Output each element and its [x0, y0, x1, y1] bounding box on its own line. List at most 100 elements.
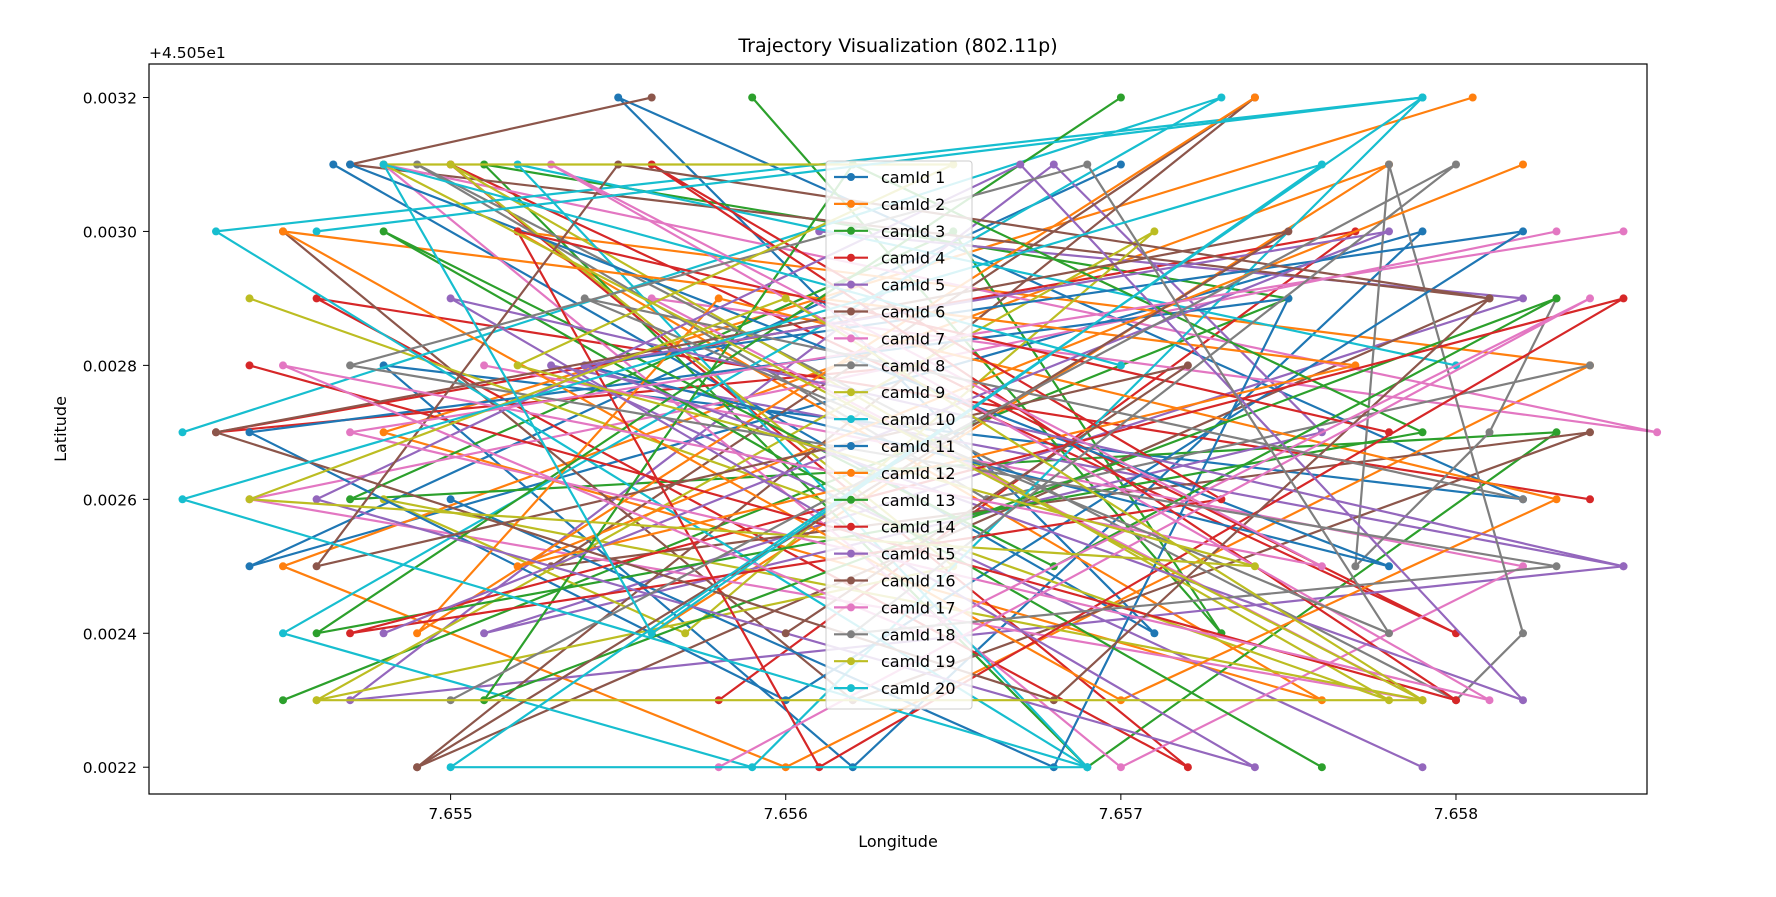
series-point [379, 629, 388, 638]
y-axis-ticks: 0.0022 0.0024 0.0026 0.0028 0.0030 0.0032 [83, 89, 149, 777]
series-point [1418, 227, 1427, 236]
series-point [1418, 763, 1427, 772]
series-point [1317, 763, 1326, 772]
series-point [1351, 562, 1360, 571]
series-point [379, 428, 388, 437]
legend-marker [847, 495, 855, 504]
series-point [1083, 160, 1092, 169]
legend-item: camId 10 [834, 410, 956, 429]
legend-marker [847, 684, 855, 693]
legend-marker [847, 468, 855, 477]
series-point [647, 629, 656, 638]
series-point [513, 562, 522, 571]
series-point [781, 294, 790, 303]
legend-label: camId 9 [881, 383, 945, 402]
series-point [547, 361, 556, 370]
series-point [379, 227, 388, 236]
legend-marker [847, 361, 855, 370]
series-point [1418, 93, 1427, 102]
series-point [1586, 428, 1594, 437]
series-point [312, 629, 321, 638]
legend-item: camId 15 [834, 545, 956, 564]
y-tick-label: 0.0032 [83, 89, 137, 107]
legend-label: camId 5 [881, 276, 945, 295]
series-point [1452, 696, 1460, 705]
series-point [346, 160, 355, 169]
legend-label: camId 20 [881, 679, 956, 698]
legend-item: camId 1 [834, 168, 945, 187]
series-point [1317, 562, 1326, 571]
series-point [1150, 227, 1159, 236]
legend-item: camId 19 [834, 652, 956, 671]
legend-marker [847, 603, 855, 612]
series-point [279, 629, 287, 638]
series-point [413, 763, 422, 772]
legend-item: camId 6 [834, 303, 945, 322]
series-point [446, 294, 455, 303]
series-point [1083, 763, 1092, 772]
series-point [1586, 361, 1594, 370]
series-point [1619, 227, 1628, 236]
series-point [1485, 294, 1494, 303]
legend-marker [847, 199, 855, 208]
series-point [245, 361, 254, 370]
series-point [1586, 294, 1594, 303]
series-point [245, 562, 254, 571]
series-15 [312, 160, 1628, 772]
series-point [513, 361, 522, 370]
series-point [413, 629, 422, 638]
series-point [312, 495, 321, 504]
legend-marker [847, 173, 855, 181]
series-point [580, 294, 589, 303]
series-point [279, 562, 287, 571]
series-point [1116, 160, 1125, 169]
series-point [1049, 160, 1058, 169]
series-point [1468, 93, 1477, 102]
x-tick-label: 7.658 [1434, 805, 1478, 823]
legend-label: camId 6 [881, 303, 945, 322]
legend-item: camId 13 [834, 491, 956, 510]
series-point [1519, 495, 1527, 504]
series-20 [178, 93, 1427, 772]
y-axis-label: Latitude [51, 396, 70, 462]
legend-marker [847, 388, 855, 397]
legend-marker [847, 280, 855, 289]
legend-marker [847, 549, 855, 558]
series-point [1418, 428, 1427, 437]
series-point [714, 294, 723, 303]
series-point [647, 93, 656, 102]
series-point [681, 629, 690, 638]
series-point [1183, 763, 1192, 772]
y-tick-label: 0.0028 [83, 357, 137, 375]
series-point [1385, 227, 1393, 236]
y-axis-offset-label: +4.505e1 [149, 44, 226, 62]
series-point [1385, 562, 1393, 571]
series-point [1519, 629, 1527, 638]
series-point [346, 428, 355, 437]
series-point [1552, 227, 1561, 236]
legend-marker [847, 415, 855, 424]
series-point [1250, 93, 1259, 102]
series-point [1519, 227, 1527, 236]
legend-item: camId 16 [834, 572, 956, 591]
legend-item: camId 18 [834, 625, 956, 644]
series-point [379, 160, 388, 169]
legend-label: camId 16 [881, 572, 956, 591]
legend-box [825, 160, 973, 710]
y-tick-label: 0.0030 [83, 223, 137, 241]
series-point [1385, 428, 1393, 437]
series-point [346, 495, 355, 504]
legend-marker [847, 226, 855, 235]
series-point [245, 495, 254, 504]
series-point [1519, 696, 1527, 705]
legend-item: camId 9 [834, 383, 945, 402]
legend-item: camId 5 [834, 276, 945, 295]
y-tick-label: 0.0024 [83, 625, 137, 643]
legend-label: camId 1 [881, 168, 945, 187]
series-point [781, 629, 790, 638]
legend-label: camId 4 [881, 249, 945, 268]
legend-marker [847, 576, 855, 585]
series-point [212, 428, 220, 437]
series-point [212, 227, 220, 236]
